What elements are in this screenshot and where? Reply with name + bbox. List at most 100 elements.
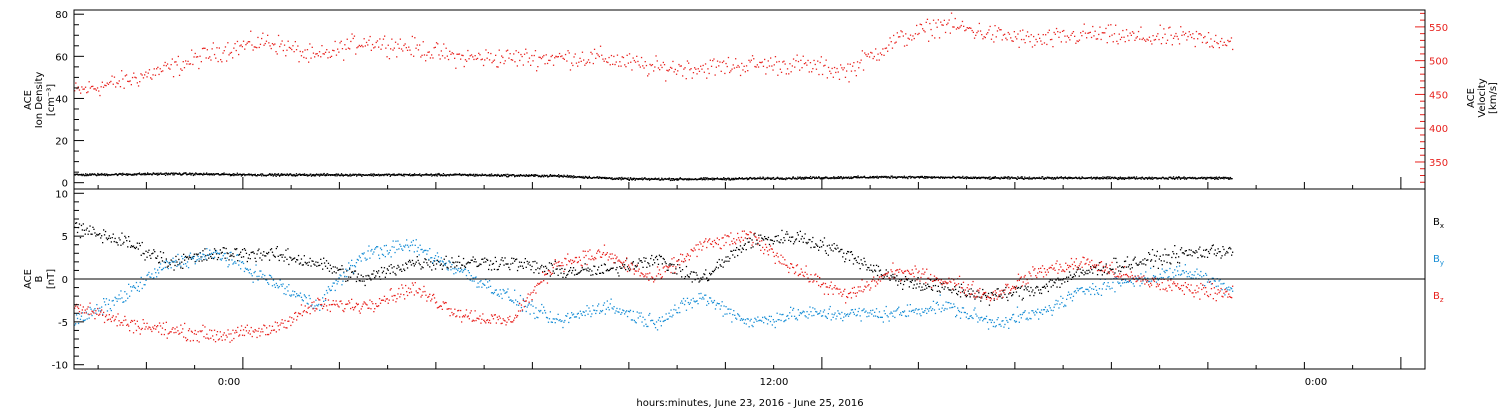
bx-point-876: [919, 282, 921, 285]
density-point-241: [213, 174, 215, 176]
by-point-715: [764, 316, 766, 318]
density-point-414: [313, 175, 315, 177]
bx-point-777: [823, 237, 826, 239]
bx-point-22: [95, 235, 97, 237]
bx-point-294: [357, 273, 359, 275]
density-point-718: [489, 174, 491, 176]
by-point-231: [296, 295, 299, 297]
density-point-748: [507, 173, 509, 175]
density-point-780: [525, 174, 527, 176]
by-point-193: [260, 270, 262, 272]
velocity-point-148: [252, 49, 254, 51]
by-point-69: [140, 276, 142, 279]
bx-point-1064: [1100, 269, 1103, 271]
velocity-point-596: [792, 58, 795, 60]
velocity-point-613: [813, 59, 815, 62]
bx-point-583: [636, 265, 638, 267]
density-point-1364: [863, 175, 866, 177]
by-point-128: [197, 255, 199, 258]
by-point-624: [676, 311, 678, 314]
bx-point-1083: [1119, 265, 1121, 267]
bx-point-669: [719, 264, 721, 266]
velocity-point-568: [759, 61, 761, 63]
density-point-1691: [1053, 178, 1055, 180]
bx-point-453: [511, 257, 513, 259]
velocity-point-318: [457, 53, 459, 55]
bx-point-991: [1030, 286, 1032, 289]
by-point-708: [757, 316, 759, 318]
bx-point-358: [419, 264, 421, 266]
bx-point-712: [761, 237, 763, 239]
by-point-476: [533, 312, 535, 314]
velocity-point-651: [859, 62, 861, 64]
bx-point-308: [371, 273, 373, 275]
bx-point-301: [364, 284, 366, 287]
bx-point-1128: [1162, 254, 1164, 256]
density-point-435: [325, 174, 328, 177]
bx-point-1001: [1040, 289, 1042, 291]
bx-point-508: [564, 268, 566, 270]
bx-point-129: [198, 260, 200, 262]
bx-point-950: [990, 292, 992, 294]
bx-point-666: [716, 261, 718, 263]
bx-point-455: [513, 257, 515, 260]
bx-point-936: [977, 296, 979, 298]
density-point-569: [403, 175, 405, 177]
by-point-349: [410, 241, 413, 243]
velocity-point-346: [491, 62, 493, 64]
density-point-617: [431, 175, 433, 177]
by-point-429: [488, 286, 490, 288]
density-point-102: [133, 174, 135, 176]
density-point-494: [360, 173, 362, 176]
by-point-646: [697, 303, 699, 305]
velocity-point-27: [106, 82, 108, 84]
velocity-point-835: [1081, 35, 1083, 37]
by-point-0: [74, 324, 76, 326]
bx-point-837: [881, 274, 883, 277]
bx-point-849: [893, 276, 895, 278]
bx-point-1199: [1231, 254, 1233, 256]
bx-point-865: [908, 286, 910, 288]
by-point-171: [239, 260, 241, 262]
by-point-113: [183, 263, 185, 265]
bx-point-749: [796, 232, 799, 234]
by-point-822: [867, 312, 869, 314]
bx-point-1099: [1134, 256, 1136, 258]
density-point-1306: [830, 177, 832, 180]
by-point-287: [351, 259, 353, 261]
velocity-point-822: [1065, 41, 1067, 43]
velocity-point-377: [528, 57, 531, 59]
density-point-1168: [750, 177, 752, 179]
density-point-1102: [712, 179, 714, 181]
velocity-point-545: [731, 68, 733, 70]
velocity-point-229: [350, 40, 352, 43]
velocity-point-394: [549, 59, 551, 62]
bx-point-996: [1035, 287, 1037, 289]
by-point-622: [674, 304, 676, 306]
density-point-1868: [1155, 177, 1157, 179]
velocity-point-393: [548, 59, 550, 61]
bx-point-1066: [1102, 267, 1104, 269]
bx-point-801: [847, 250, 849, 253]
bx-point-677: [727, 256, 729, 258]
velocity-point-735: [960, 24, 962, 27]
velocity-point-203: [318, 51, 321, 53]
velocity-point-954: [1224, 44, 1227, 46]
by-point-775: [821, 315, 824, 317]
bx-point-1038: [1075, 271, 1077, 273]
bx-point-235: [300, 258, 303, 260]
by-point-596: [649, 312, 651, 315]
by-point-815: [860, 320, 862, 322]
bx-point-612: [664, 261, 666, 263]
bx-point-757: [804, 233, 806, 235]
bx-point-1003: [1041, 286, 1044, 288]
by-point-415: [474, 277, 476, 279]
velocity-point-67: [154, 74, 157, 76]
by-point-564: [618, 311, 620, 313]
bx-point-1032: [1069, 274, 1072, 276]
bx-point-532: [587, 267, 589, 269]
velocity-point-290: [423, 54, 426, 56]
bx-point-1200: [1232, 251, 1234, 253]
velocity-point-153: [258, 46, 260, 49]
by-point-204: [270, 276, 273, 278]
